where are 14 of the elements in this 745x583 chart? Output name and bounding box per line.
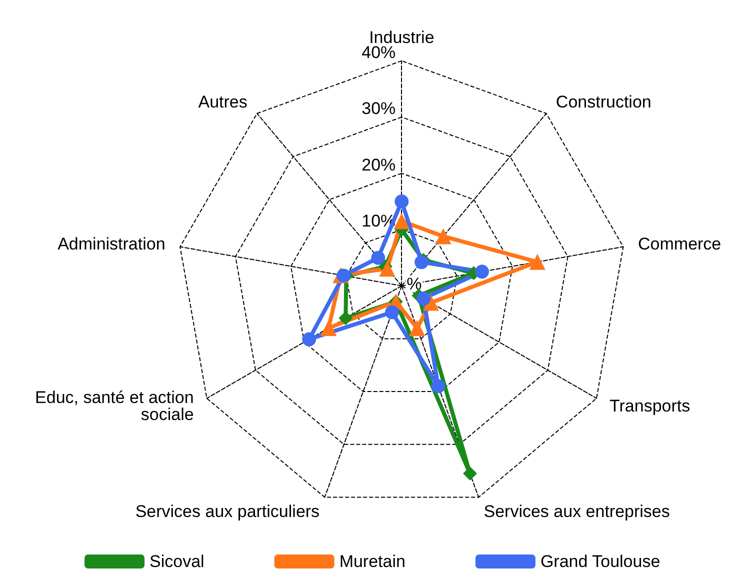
spoke-label: Administration xyxy=(58,234,166,254)
y-tick-label: 30% xyxy=(362,99,396,118)
spoke-label: Commerce xyxy=(638,234,722,254)
y-tick-label: 20% xyxy=(362,155,396,174)
spoke-label: Services aux entreprises xyxy=(484,502,670,521)
spoke-label: Autres xyxy=(198,92,248,112)
spoke-label: Transports xyxy=(610,396,690,416)
legend-label: Sicoval xyxy=(150,552,204,571)
legend-label: Muretain xyxy=(339,552,406,571)
spoke-label: Construction xyxy=(556,92,652,112)
legend-label: Grand Toulouse xyxy=(540,552,660,571)
spoke-label: Educ, santé et action sociale xyxy=(35,388,194,424)
y-tick-label: % xyxy=(406,274,422,294)
spoke-label: Services aux particuliers xyxy=(135,502,320,521)
